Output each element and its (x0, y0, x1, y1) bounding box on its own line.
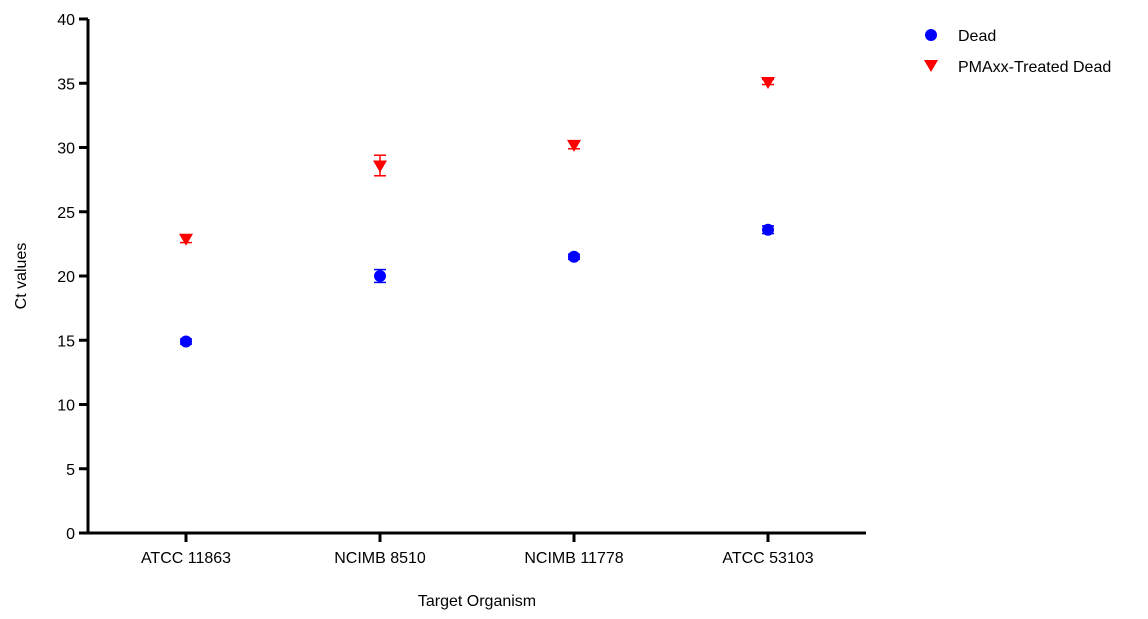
y-tick-label: 10 (57, 398, 75, 415)
data-point (762, 223, 774, 236)
data-point (761, 76, 775, 89)
legend-item-dead: Dead (925, 28, 996, 45)
y-tick-label: 35 (57, 76, 75, 93)
data-point (373, 160, 387, 173)
y-axis-title: Ct values (13, 243, 30, 310)
series-pmaxx-treated-dead (179, 76, 775, 246)
y-tick-label: 40 (57, 12, 75, 29)
data-point (179, 233, 193, 246)
legend-marker-pmaxx-treated-dead (924, 60, 938, 72)
x-tick-label: NCIMB 8510 (334, 550, 426, 567)
legend: Dead PMAxx-Treated Dead (924, 28, 1111, 76)
y-tick-label: 25 (57, 205, 75, 222)
data-point (374, 270, 386, 282)
data-point (568, 250, 580, 263)
legend-item-pmaxx-treated-dead: PMAxx-Treated Dead (924, 59, 1111, 76)
data-point (180, 335, 192, 348)
x-axis-title: Target Organism (418, 593, 536, 610)
y-tick-label: 20 (57, 269, 75, 286)
axes (86, 19, 866, 535)
legend-label-pmaxx-treated-dead: PMAxx-Treated Dead (958, 59, 1111, 76)
series (179, 76, 775, 348)
legend-label-dead: Dead (958, 28, 996, 45)
legend-marker-dead (925, 29, 937, 41)
x-ticks: ATCC 11863 NCIMB 8510 NCIMB 11778 ATCC 5310… (141, 533, 814, 567)
x-tick-label: ATCC 53103 (722, 550, 813, 567)
y-ticks: 0 5 10 15 20 25 30 35 40 (57, 12, 88, 543)
y-tick-label: 5 (66, 462, 75, 479)
y-tick-label: 0 (66, 526, 75, 543)
x-tick-label: NCIMB 11778 (524, 550, 623, 567)
y-tick-label: 30 (57, 141, 75, 158)
x-tick-label: ATCC 11863 (141, 550, 231, 567)
series-dead (180, 223, 774, 348)
data-point (567, 139, 581, 152)
y-tick-label: 15 (57, 333, 75, 350)
